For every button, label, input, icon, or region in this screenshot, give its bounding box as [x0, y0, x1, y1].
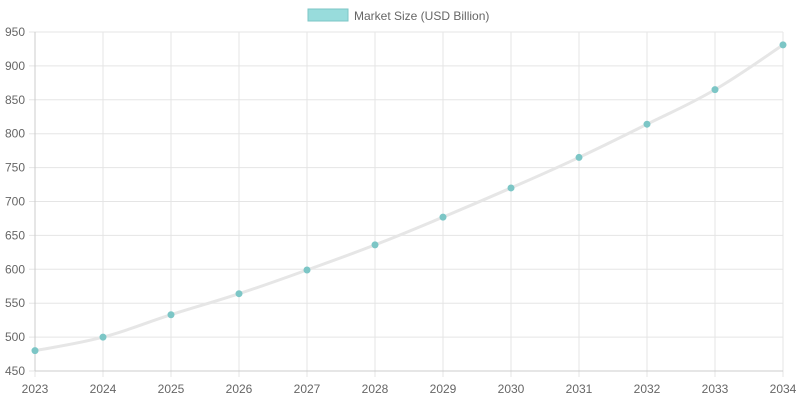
series-points [31, 41, 787, 355]
data-point[interactable] [235, 290, 243, 298]
x-tick-label: 2028 [362, 382, 389, 396]
legend-swatch[interactable] [307, 8, 349, 22]
data-point[interactable] [711, 86, 719, 94]
data-point[interactable] [303, 266, 311, 274]
y-tick-label: 850 [5, 93, 25, 107]
axes: 450 500 550 600 650 700 750 800 850 900 950 2023 202… [5, 25, 797, 396]
x-tick-label: 2031 [566, 382, 593, 396]
y-tick-label: 650 [5, 228, 25, 242]
x-tick-label: 2027 [294, 382, 321, 396]
y-tick-label: 900 [5, 59, 25, 73]
x-tick-label: 2024 [90, 382, 117, 396]
x-tick-label: 2033 [702, 382, 729, 396]
x-tick-label: 2025 [158, 382, 185, 396]
y-tick-label: 600 [5, 262, 25, 276]
x-tick-label: 2029 [430, 382, 457, 396]
series-line [34, 43, 784, 353]
legend[interactable]: Market Size (USD Billion) [307, 8, 489, 23]
x-tick-label: 2032 [634, 382, 661, 396]
data-point[interactable] [167, 311, 175, 319]
y-tick-label: 800 [5, 127, 25, 141]
x-tick-label: 2030 [498, 382, 525, 396]
data-point[interactable] [439, 213, 447, 221]
x-tick-label: 2023 [22, 382, 49, 396]
y-tick-label: 500 [5, 330, 25, 344]
data-point[interactable] [779, 41, 787, 49]
x-tick-label: 2034 [770, 382, 797, 396]
data-point[interactable] [507, 184, 515, 192]
data-point[interactable] [99, 333, 107, 341]
y-tick-label: 750 [5, 161, 25, 175]
data-point[interactable] [643, 120, 651, 128]
legend-label[interactable]: Market Size (USD Billion) [354, 9, 489, 23]
y-tick-label: 950 [5, 25, 25, 39]
y-tick-label: 550 [5, 296, 25, 310]
data-point[interactable] [575, 153, 583, 161]
y-tick-label: 450 [5, 364, 25, 378]
data-point[interactable] [31, 347, 39, 355]
x-tick-label: 2026 [226, 382, 253, 396]
data-point[interactable] [371, 241, 379, 249]
series-line-path [34, 43, 784, 353]
y-tick-label: 700 [5, 195, 25, 209]
